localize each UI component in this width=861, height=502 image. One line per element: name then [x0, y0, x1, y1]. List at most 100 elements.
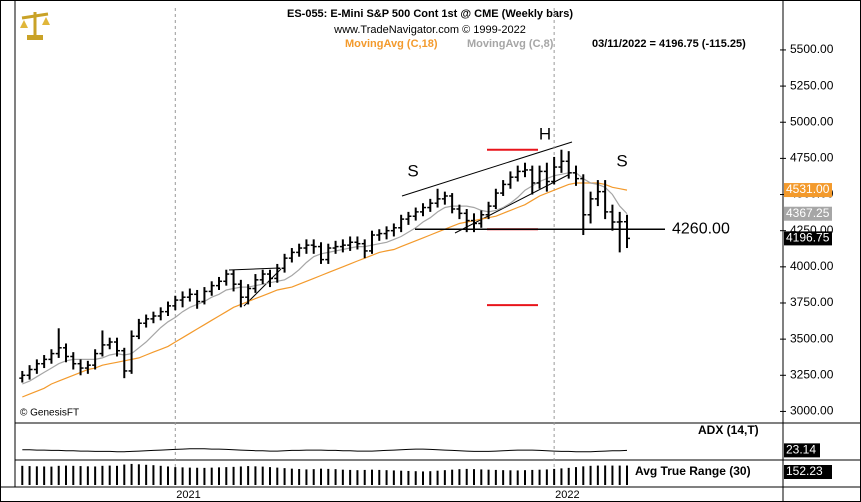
indicator-bar — [188, 467, 191, 485]
value-box-label: 23.14 — [786, 443, 816, 457]
pattern-label: H — [539, 124, 551, 143]
indicator-bar — [589, 465, 592, 485]
logo-pan — [42, 17, 50, 25]
indicator-bar — [35, 466, 38, 485]
value-box-label: 4367.25 — [786, 206, 830, 220]
indicator-bar — [276, 467, 279, 485]
indicator-bar — [604, 465, 607, 485]
indicator-bar — [494, 469, 497, 485]
indicator-bar — [283, 468, 286, 485]
indicator-bar — [553, 468, 556, 485]
y-tick-label: 3250.00 — [790, 367, 834, 381]
neckline-label: 4260.00 — [672, 220, 730, 237]
indicator-bar — [167, 466, 169, 485]
indicator-bar — [407, 470, 410, 485]
indicator-bar — [363, 469, 366, 485]
indicator-bar — [137, 464, 140, 485]
indicator-bar — [225, 467, 228, 485]
indicator-bar — [181, 467, 184, 485]
indicator-bar — [392, 470, 395, 485]
quote: 03/11/2022 = 4196.75 (-115.25) — [592, 38, 746, 50]
indicator-line — [22, 448, 628, 453]
pattern-label: S — [616, 151, 627, 170]
indicator-bar — [21, 465, 24, 485]
indicator-bar — [152, 465, 155, 485]
indicator-bar — [371, 469, 373, 485]
indicator-bar — [618, 465, 621, 485]
indicator-bar — [305, 469, 308, 485]
value-box — [784, 183, 832, 198]
value-box — [784, 465, 832, 479]
indicator-bar — [50, 466, 53, 485]
indicator-bar — [465, 468, 468, 485]
indicator-bar — [626, 465, 628, 485]
indicator-bar — [65, 465, 67, 485]
indicator-bar — [269, 467, 271, 485]
indicator-bar — [72, 465, 75, 485]
y-tick-label: 3500.00 — [790, 331, 834, 345]
indicator-bar — [239, 466, 242, 485]
indicator-bar — [334, 469, 337, 485]
indicator-bar — [516, 470, 519, 485]
panel-title: Avg True Range (30) — [635, 464, 751, 478]
indicator-bar — [298, 469, 301, 485]
indicator-bar — [385, 470, 388, 485]
moving-average — [22, 182, 628, 398]
indicator-bar — [101, 465, 104, 485]
indicator-bar — [560, 468, 563, 485]
indicator-bar — [436, 470, 439, 485]
indicator-bar — [159, 465, 162, 485]
logo-base — [27, 35, 43, 40]
indicator-bar — [218, 467, 220, 485]
indicator-bar — [290, 468, 293, 485]
indicator-bar — [123, 464, 126, 485]
indicator-bar — [575, 467, 577, 485]
y-tick-label: 3000.00 — [790, 404, 834, 418]
value-box — [784, 206, 832, 221]
indicator-bar — [524, 470, 526, 485]
indicator-bar — [43, 466, 46, 485]
indicator-bar — [458, 469, 461, 485]
indicator-bar — [108, 465, 111, 485]
panel-title-bg — [632, 464, 772, 480]
y-tick-label: 4000.00 — [790, 259, 834, 273]
indicator-bar — [116, 465, 118, 485]
indicator-bar — [538, 469, 541, 485]
x-tick-label: 2021 — [176, 489, 200, 501]
indicator-bar — [451, 469, 454, 485]
indicator-bar — [611, 465, 614, 485]
indicator-bar — [174, 467, 177, 485]
value-box-label: 4196.75 — [786, 231, 830, 245]
indicator-bar — [582, 466, 585, 485]
indicator-bar — [145, 464, 148, 485]
value-box-label: 152.23 — [786, 464, 823, 478]
wedge-upper — [401, 141, 573, 197]
indicator-bar — [531, 469, 534, 485]
indicator-bar — [443, 470, 446, 485]
indicator-bar — [28, 466, 31, 485]
indicator-bar — [502, 470, 505, 485]
indicator-bar — [414, 471, 417, 485]
y-tick-label: 5500.00 — [790, 42, 834, 56]
indicator-bar — [341, 469, 344, 485]
indicator-bar — [203, 467, 206, 485]
triangle-bottom — [243, 268, 282, 307]
indicator-bar — [254, 466, 257, 485]
indicator-bar — [94, 466, 97, 485]
value-box — [784, 443, 820, 458]
indicator-bar — [429, 471, 432, 485]
indicator-bar — [196, 467, 199, 485]
indicator-bar — [327, 468, 330, 485]
indicator-bar — [400, 470, 403, 485]
value-box-label: 4531.00 — [786, 182, 830, 196]
indicator-bar — [480, 469, 483, 485]
indicator-bar — [487, 469, 490, 485]
y-tick-label: 4750.00 — [790, 151, 834, 165]
chart-title: ES-055: E-Mini S&P 500 Cont 1st @ CME (W… — [287, 8, 573, 20]
indicator-bar — [378, 469, 381, 485]
indicator-bar — [210, 467, 213, 485]
logo-beam — [21, 12, 49, 20]
